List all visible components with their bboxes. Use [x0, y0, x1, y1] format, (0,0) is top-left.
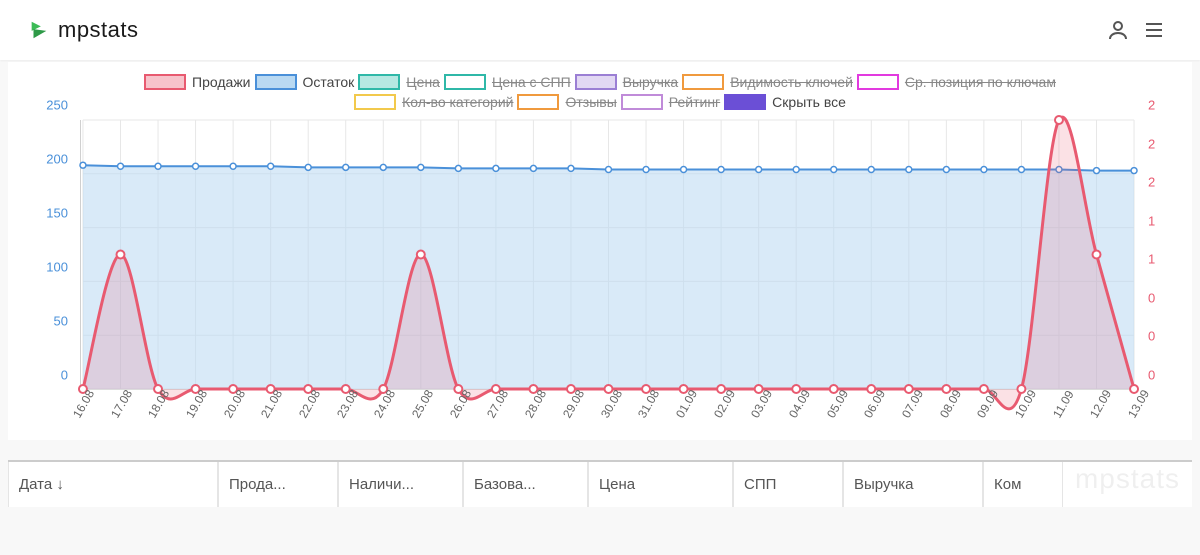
xtick: 28.08 [522, 387, 549, 420]
chart-svg [81, 120, 1136, 389]
xtick: 09.09 [974, 387, 1001, 420]
legend-swatch [358, 74, 400, 90]
ytick-right: 2 [1148, 98, 1172, 113]
chart-area: 050100150200250 00011222 16.0817.0818.08… [36, 120, 1164, 440]
legend-label: Цена с СПП [492, 74, 571, 90]
ytick-left: 150 [30, 206, 68, 221]
xtick: 17.08 [108, 387, 135, 420]
xtick: 06.09 [861, 387, 888, 420]
xtick: 21.08 [258, 387, 285, 420]
account-icon[interactable] [1100, 12, 1136, 48]
brand-logo[interactable]: mpstats [28, 17, 139, 43]
ytick-right: 0 [1148, 368, 1172, 383]
legend-item[interactable]: Рейтинг [621, 94, 720, 110]
table-column-header[interactable]: Дата ↓ [8, 462, 218, 507]
ytick-right: 0 [1148, 329, 1172, 344]
legend-swatch [682, 74, 724, 90]
top-bar: mpstats [0, 0, 1200, 60]
chart-plot [80, 120, 1136, 390]
xtick: 07.09 [899, 387, 926, 420]
legend-item[interactable]: Скрыть все [724, 94, 846, 110]
xtick: 23.08 [334, 387, 361, 420]
ytick-right: 2 [1148, 175, 1172, 190]
xtick: 08.09 [937, 387, 964, 420]
ytick-left: 0 [30, 368, 68, 383]
ytick-right: 1 [1148, 252, 1172, 267]
ytick-left: 100 [30, 260, 68, 275]
legend-label: Продажи [192, 74, 250, 90]
chart-legend: Продажи Остаток Цена Цена с СПП Выручка Видим… [8, 62, 1192, 116]
table-column-header[interactable]: Ком [983, 462, 1063, 507]
content-panel: Продажи Остаток Цена Цена с СПП Выручка Видим… [8, 62, 1192, 440]
legend-swatch [575, 74, 617, 90]
table-column-header[interactable]: Цена [588, 462, 733, 507]
legend-swatch [444, 74, 486, 90]
ytick-right: 1 [1148, 213, 1172, 228]
table-column-header[interactable]: Прода... [218, 462, 338, 507]
ytick-right: 2 [1148, 136, 1172, 151]
table-column-header[interactable]: Выручка [843, 462, 983, 507]
legend-item[interactable]: Ср. позиция по ключам [857, 74, 1056, 90]
brand-text: mpstats [58, 17, 139, 43]
table-column-header[interactable]: Наличи... [338, 462, 463, 507]
xtick: 31.08 [635, 387, 662, 420]
xtick: 04.09 [786, 387, 813, 420]
legend-swatch [354, 94, 396, 110]
xtick: 18.08 [145, 387, 172, 420]
xtick: 16.08 [70, 387, 97, 420]
ytick-left: 200 [30, 152, 68, 167]
legend-label: Видимость ключей [730, 74, 853, 90]
table-column-header[interactable]: Базова... [463, 462, 588, 507]
xtick: 30.08 [598, 387, 625, 420]
legend-item[interactable]: Выручка [575, 74, 679, 90]
legend-item[interactable]: Кол-во категорий [354, 94, 513, 110]
legend-label: Ср. позиция по ключам [905, 74, 1056, 90]
x-axis: 16.0817.0818.0819.0820.0821.0822.0823.08… [80, 396, 1136, 440]
legend-item[interactable]: Продажи [144, 74, 250, 90]
xtick: 02.09 [711, 387, 738, 420]
xtick: 29.08 [560, 387, 587, 420]
legend-swatch [724, 94, 766, 110]
xtick: 11.09 [1050, 388, 1077, 420]
legend-swatch [255, 74, 297, 90]
xtick: 20.08 [221, 387, 248, 420]
legend-label: Выручка [623, 74, 679, 90]
xtick: 13.09 [1125, 387, 1152, 420]
xtick: 05.09 [824, 387, 851, 420]
legend-swatch [857, 74, 899, 90]
legend-item[interactable]: Цена с СПП [444, 74, 571, 90]
legend-swatch [621, 94, 663, 110]
ytick-right: 0 [1148, 290, 1172, 305]
legend-label: Цена [406, 74, 440, 90]
legend-label: Скрыть все [772, 94, 846, 110]
legend-item[interactable]: Остаток [255, 74, 355, 90]
xtick: 25.08 [409, 387, 436, 420]
xtick: 01.09 [673, 387, 700, 420]
watermark: mpstats [1075, 463, 1180, 495]
y-axis-left: 050100150200250 [30, 120, 68, 390]
xtick: 22.08 [296, 387, 323, 420]
xtick: 12.09 [1087, 387, 1114, 420]
legend-item[interactable]: Цена [358, 74, 440, 90]
logo-icon [28, 19, 50, 41]
xtick: 26.08 [447, 387, 474, 420]
ytick-left: 50 [30, 314, 68, 329]
legend-label: Рейтинг [669, 94, 720, 110]
xtick: 03.09 [748, 387, 775, 420]
table-column-header[interactable]: СПП [733, 462, 843, 507]
legend-item[interactable]: Отзывы [517, 94, 616, 110]
legend-swatch [517, 94, 559, 110]
legend-swatch [144, 74, 186, 90]
legend-item[interactable]: Видимость ключей [682, 74, 853, 90]
table-header: Дата ↓Прода...Наличи...Базова...ЦенаСППВ… [8, 460, 1192, 507]
legend-label: Отзывы [565, 94, 616, 110]
legend-label: Кол-во категорий [402, 94, 513, 110]
legend-label: Остаток [303, 74, 355, 90]
menu-icon[interactable] [1136, 12, 1172, 48]
y-axis-right: 00011222 [1148, 120, 1172, 390]
ytick-left: 250 [30, 98, 68, 113]
